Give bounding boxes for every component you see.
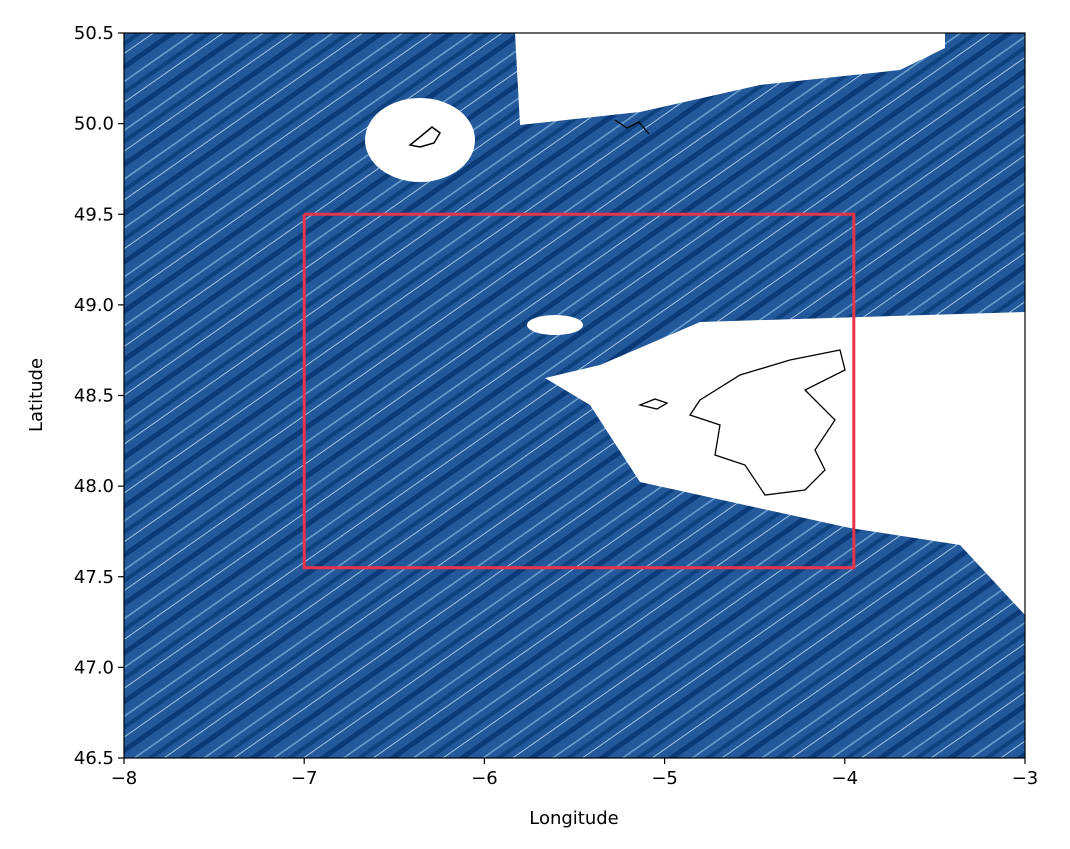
y-tick-label: 49.5 [74,204,114,225]
x-tick-label: −7 [291,768,318,789]
x-tick-label: −8 [111,768,138,789]
x-axis-label: Longitude [529,808,619,829]
track-density [124,33,1025,758]
y-tick-label: 50.5 [74,23,114,44]
y-tick-label: 48.5 [74,386,114,407]
y-tick-label: 47.5 [74,567,114,588]
y-tick-label: 50.0 [74,114,114,135]
x-tick-label: −4 [832,768,859,789]
y-axis-label: Latitude [26,358,47,432]
region-outline [302,212,856,570]
x-tick-label: −6 [471,768,498,789]
x-tick-label: −3 [1012,768,1039,789]
y-tick-label: 47.0 [74,657,114,678]
y-tick-label: 48.0 [74,476,114,497]
y-tick-label: 46.5 [74,748,114,769]
x-tick-label: −5 [651,768,678,789]
y-tick-label: 49.0 [74,295,114,316]
